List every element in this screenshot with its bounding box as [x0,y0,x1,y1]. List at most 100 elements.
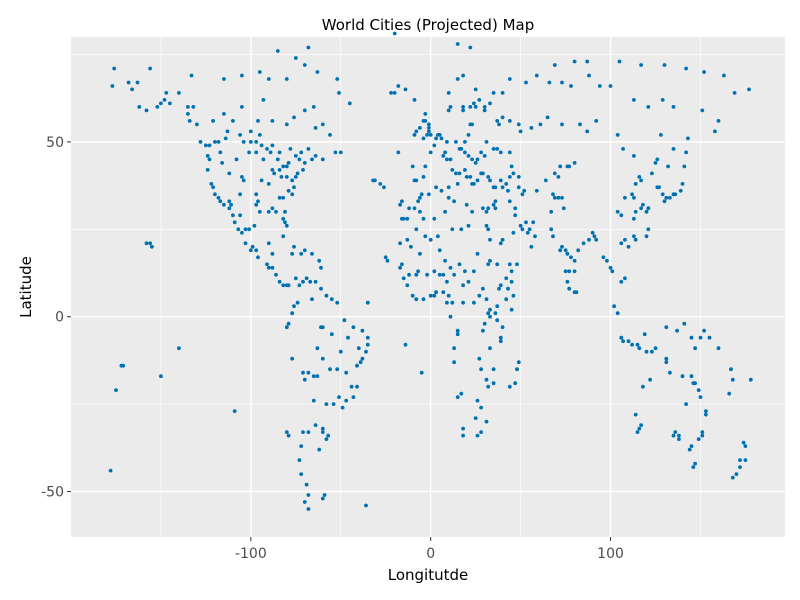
city-point [392,91,397,95]
city-point [653,346,658,351]
city-point [619,241,624,246]
city-point [506,286,510,291]
city-point [320,430,325,434]
city-point [594,119,599,123]
city-point [326,433,331,438]
city-point [567,164,572,169]
city-point [434,290,438,295]
city-point [513,206,518,211]
city-point [277,279,282,284]
city-point [419,370,424,375]
city-point [689,374,694,379]
city-point [590,230,595,235]
city-point [650,171,654,176]
city-point [655,157,660,162]
city-point [716,119,721,123]
city-point [293,154,298,158]
city-point [164,91,169,95]
city-point [432,143,437,148]
city-point [637,426,642,431]
city-point [448,105,453,109]
city-point [531,220,536,225]
city-point [572,59,577,64]
city-point [403,87,408,92]
city-point [162,98,167,102]
city-point [400,262,404,267]
city-point [299,472,304,476]
city-point [247,227,252,232]
city-point [186,112,190,116]
city-point [310,157,314,162]
city-point [292,244,296,249]
city-point [281,164,286,169]
city-point [560,244,564,249]
city-point [644,349,649,354]
city-point [470,122,474,127]
city-point [500,237,505,242]
city-point [493,206,498,211]
city-point [491,91,496,95]
city-point [664,360,669,365]
city-point [572,258,577,263]
city-point [412,206,417,211]
city-point [700,430,705,434]
city-point [302,108,307,113]
city-point [457,171,462,176]
city-point [498,150,503,155]
city-point [641,384,645,389]
city-point [231,119,235,123]
city-point [459,391,464,396]
city-point [320,157,325,162]
city-point [612,304,616,309]
y-tick-label: -50 [41,485,64,501]
city-point [482,105,487,109]
city-point [410,164,415,169]
city-point [482,154,487,158]
city-point [270,251,275,256]
city-point [727,391,732,396]
city-point [461,105,465,109]
city-point [655,185,660,190]
city-point [479,367,483,372]
city-point [646,227,651,232]
city-point [306,430,311,434]
city-point [302,500,307,504]
city-point [112,66,117,71]
city-point [653,161,658,165]
city-point [684,402,688,406]
city-point [159,101,163,106]
city-point [418,209,422,214]
city-point [682,321,687,326]
city-point [491,147,496,151]
city-point [495,119,500,123]
city-point [286,161,291,165]
city-point [266,241,271,246]
city-point [491,202,496,207]
city-point [209,182,214,186]
city-point [461,426,465,431]
city-point [274,209,278,214]
city-point [560,122,564,127]
city-point [668,370,672,375]
city-point [686,136,690,141]
city-point [311,374,316,379]
city-point [633,209,638,214]
city-point [525,230,530,235]
city-point [605,258,609,263]
city-point [335,367,340,372]
city-point [198,140,203,144]
city-point [515,367,519,372]
city-point [475,433,480,438]
city-point [254,202,259,207]
x-tick-label: 100 [597,546,624,562]
city-point [436,234,440,239]
city-point [177,346,181,351]
city-point [675,328,679,333]
city-point [615,133,620,137]
city-point [549,209,554,214]
city-point [292,185,296,190]
city-point [405,237,410,242]
city-point [213,140,217,144]
city-point [284,223,289,228]
city-point [747,87,751,92]
